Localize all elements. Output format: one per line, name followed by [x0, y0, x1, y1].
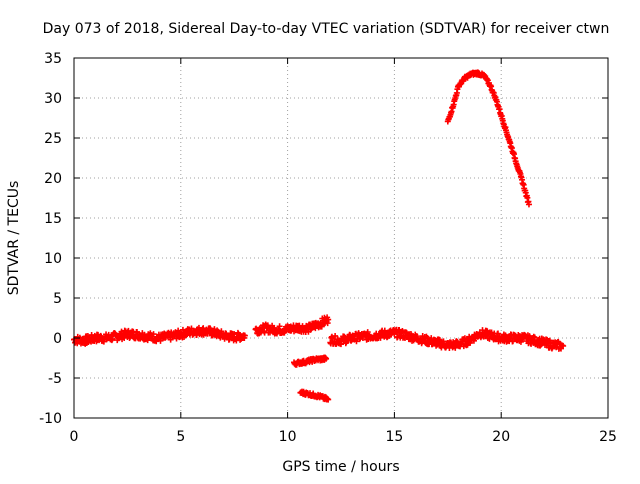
data-point [276, 323, 283, 330]
x-tick-label: 5 [176, 429, 185, 445]
series-short-arc-2 [297, 388, 332, 403]
data-point [157, 337, 164, 344]
data-point [323, 355, 330, 362]
data-point [364, 329, 371, 336]
y-tick-label: 5 [53, 291, 62, 307]
data-point [167, 336, 174, 343]
x-axis-label: GPS time / hours [282, 459, 399, 475]
data-point [241, 332, 248, 339]
data-point [332, 332, 339, 339]
plot-frame [73, 57, 609, 419]
data-point [325, 396, 332, 403]
axis-ticks: 0 5 10 15 20 25 -10 -5 0 5 10 15 20 25 30 35 [39, 51, 617, 445]
grid-layer [74, 58, 608, 418]
data-point [531, 334, 538, 341]
y-tick-label: -5 [48, 371, 62, 387]
data-point [560, 343, 567, 349]
series-baseline [252, 314, 332, 337]
data-point [494, 330, 501, 337]
chart-title: Day 073 of 2018, Sidereal Day-to-day VTE… [43, 21, 610, 37]
data-point [325, 316, 332, 323]
series-high-arc [444, 69, 532, 208]
series-short-arc-1 [291, 354, 330, 368]
y-axis-label: SDTVAR / TECUs [6, 181, 22, 296]
data-point [525, 201, 532, 208]
data-point [271, 324, 278, 331]
series-baseline [71, 324, 248, 347]
series-baseline [327, 326, 567, 352]
x-tick-label: 0 [70, 429, 79, 445]
y-tick-label: 25 [44, 131, 62, 147]
x-tick-label: 25 [599, 429, 617, 445]
data-points [71, 69, 567, 403]
data-point [121, 335, 128, 342]
y-tick-label: 30 [44, 91, 62, 107]
x-tick-label: 10 [279, 429, 297, 445]
y-tick-label: 0 [53, 331, 62, 347]
y-tick-label: 35 [44, 51, 62, 67]
x-tick-label: 20 [492, 429, 510, 445]
y-tick-label: -10 [39, 411, 62, 427]
y-tick-label: 10 [44, 251, 62, 267]
y-tick-label: 15 [44, 211, 62, 227]
data-point [150, 331, 157, 338]
data-point [134, 328, 141, 335]
x-tick-label: 15 [385, 429, 403, 445]
y-tick-label: 20 [44, 171, 62, 187]
